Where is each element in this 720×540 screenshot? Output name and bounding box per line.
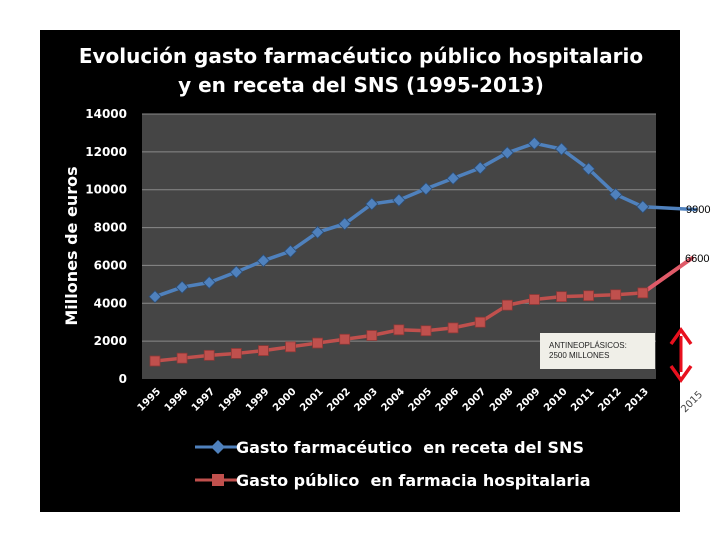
data-point-square: [257, 345, 269, 357]
data-point-diamond: [582, 162, 596, 176]
legend-square-marker: [212, 474, 224, 486]
y-tick-label: 4000: [94, 296, 127, 310]
data-point-square: [176, 352, 188, 364]
data-point-square: [637, 287, 649, 299]
data-point-diamond: [419, 182, 433, 196]
data-point-diamond: [527, 136, 541, 150]
legend: Gasto farmacéutico en receta del SNS Gas…: [195, 438, 591, 490]
data-point-diamond: [175, 280, 189, 294]
y-tick-label: 8000: [94, 221, 127, 235]
data-point-diamond: [446, 171, 460, 185]
data-point-square: [393, 324, 405, 336]
gridlines: [142, 113, 656, 342]
data-point-diamond: [338, 217, 352, 231]
data-point-diamond: [365, 197, 379, 211]
data-point-diamond: [283, 244, 298, 258]
y-tick-label: 14000: [85, 107, 127, 121]
data-point-square: [230, 348, 242, 359]
y-tick-label: 2000: [94, 334, 127, 348]
data-point-square: [610, 289, 622, 301]
projection-layer: [640, 256, 694, 295]
note-line-1: ANTINEOPLÁSICOS:: [549, 341, 627, 350]
data-point-diamond: [609, 187, 623, 202]
hospital-end-label: 6600: [685, 253, 709, 265]
legend-diamond-marker: [211, 440, 225, 454]
data-point-diamond: [311, 225, 325, 239]
data-point-square: [556, 291, 567, 303]
x-tick-label: 2015: [679, 389, 705, 415]
antineoplasicos-note: ANTINEOPLÁSICOS: 2500 MILLONES: [540, 333, 655, 369]
data-point-diamond: [148, 290, 162, 304]
data-point-square: [203, 349, 215, 361]
chart-title-line-1: Evolución gasto farmacéutico público hos…: [79, 44, 643, 68]
y-tick-label: 10000: [85, 183, 127, 197]
data-point-square: [420, 325, 432, 337]
hospital-projection-line: [640, 256, 694, 295]
chart-title-line-2: y en receta del SNS (1995-2013): [178, 73, 544, 97]
data-point-square: [149, 355, 161, 367]
y-tick-label: 6000: [94, 258, 127, 272]
legend-item-hospital: Gasto público en farmacia hospitalaria: [195, 471, 591, 490]
receta-end-label: 9900: [686, 204, 710, 216]
data-point-diamond: [554, 142, 569, 156]
data-point-diamond: [473, 161, 487, 175]
data-point-square: [501, 299, 513, 311]
data-point-square: [339, 333, 351, 345]
y-tick-label: 12000: [85, 145, 127, 159]
data-point-square: [285, 341, 296, 353]
data-point-square: [529, 294, 540, 305]
data-point-diamond: [202, 275, 216, 290]
data-point-diamond: [229, 265, 243, 279]
y-axis-label: Millones de euros: [62, 166, 81, 325]
data-point-square: [474, 316, 486, 328]
data-point-diamond: [500, 146, 514, 160]
data-point-diamond: [256, 254, 270, 268]
data-point-square: [447, 322, 459, 334]
y-tick-label: 0: [119, 372, 127, 386]
legend-label-receta: Gasto farmacéutico en receta del SNS: [236, 438, 584, 457]
data-point-square: [583, 290, 594, 302]
data-point-diamond: [392, 193, 406, 207]
y-tick-labels: 0 2000 4000 6000 8000 10000 12000 14000: [85, 107, 127, 386]
double-arrow-icon: [669, 326, 693, 384]
data-point-diamond: [636, 200, 650, 214]
note-line-2: 2500 MILLONES: [549, 351, 609, 360]
series-layer: [148, 136, 698, 367]
legend-item-receta: Gasto farmacéutico en receta del SNS: [195, 438, 584, 457]
note-box: [540, 333, 655, 369]
legend-label-hospital: Gasto público en farmacia hospitalaria: [236, 471, 591, 490]
data-point-square: [366, 330, 378, 341]
data-point-square: [312, 337, 324, 349]
